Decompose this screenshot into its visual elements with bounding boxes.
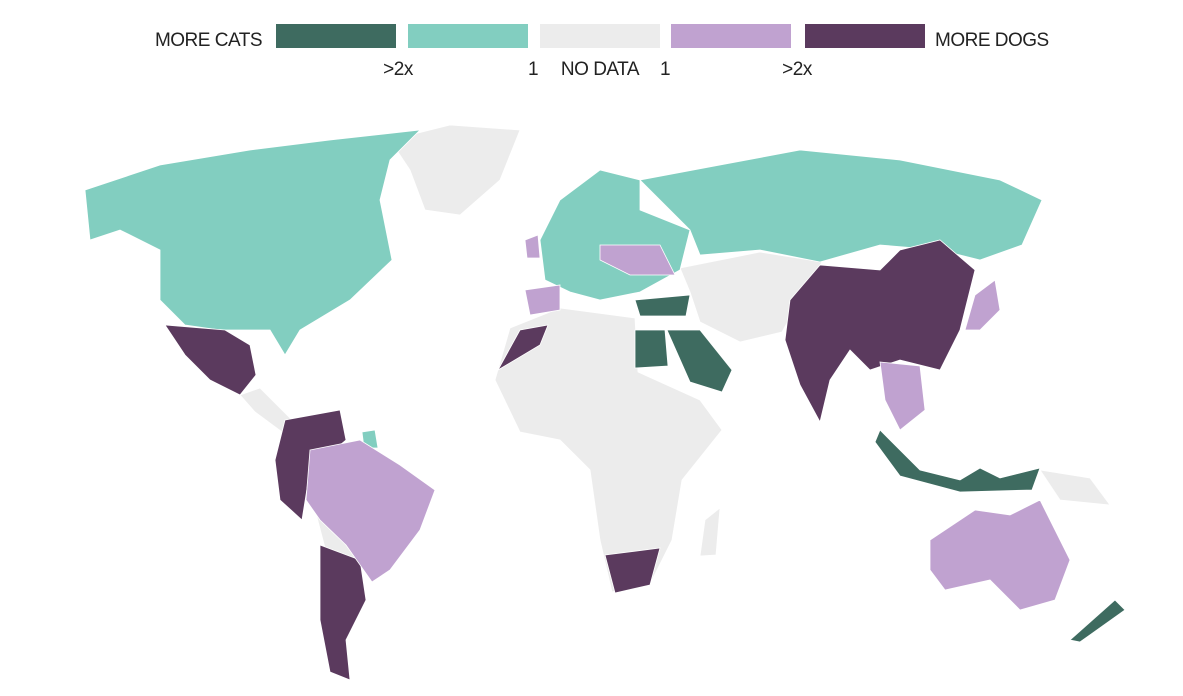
eastern-europe bbox=[599, 244, 676, 276]
legend-swatch bbox=[540, 24, 660, 48]
legend-tick-label: 1 bbox=[660, 59, 670, 80]
papua bbox=[1039, 469, 1111, 506]
legend-tick-label: >2x bbox=[782, 59, 813, 80]
legend-tick-label: NO DATA bbox=[561, 59, 640, 80]
new-zealand bbox=[1069, 599, 1126, 643]
legend-swatch bbox=[671, 24, 791, 48]
uk bbox=[524, 234, 541, 259]
north-america bbox=[84, 129, 422, 356]
argentina-chile bbox=[319, 544, 367, 681]
turkey bbox=[634, 294, 691, 317]
morocco bbox=[496, 324, 549, 372]
legend-tick-label: >2x bbox=[383, 59, 414, 80]
legend: MORE CATS MORE DOGS >2x 1 NO DATA 1 >2x bbox=[155, 24, 1049, 80]
legend-swatch bbox=[276, 24, 396, 48]
brazil bbox=[305, 439, 436, 583]
legend-swatch bbox=[805, 24, 925, 48]
saudi-arabia bbox=[666, 329, 733, 393]
greenland bbox=[389, 124, 521, 216]
south-africa bbox=[604, 547, 661, 594]
indonesia bbox=[874, 429, 1041, 493]
world-map bbox=[84, 124, 1126, 681]
central-asia bbox=[679, 251, 823, 343]
legend-left-label: MORE CATS bbox=[155, 30, 262, 51]
southeast-asia bbox=[879, 361, 926, 431]
australia bbox=[929, 499, 1071, 611]
mexico bbox=[164, 324, 257, 396]
russia bbox=[639, 149, 1043, 263]
madagascar bbox=[699, 507, 721, 557]
japan bbox=[964, 279, 1001, 331]
legend-swatch bbox=[408, 24, 528, 48]
legend-right-label: MORE DOGS bbox=[935, 30, 1049, 51]
egypt bbox=[634, 329, 669, 369]
china-india bbox=[784, 239, 976, 424]
legend-tick-label: 1 bbox=[528, 59, 538, 80]
spain bbox=[524, 284, 561, 316]
